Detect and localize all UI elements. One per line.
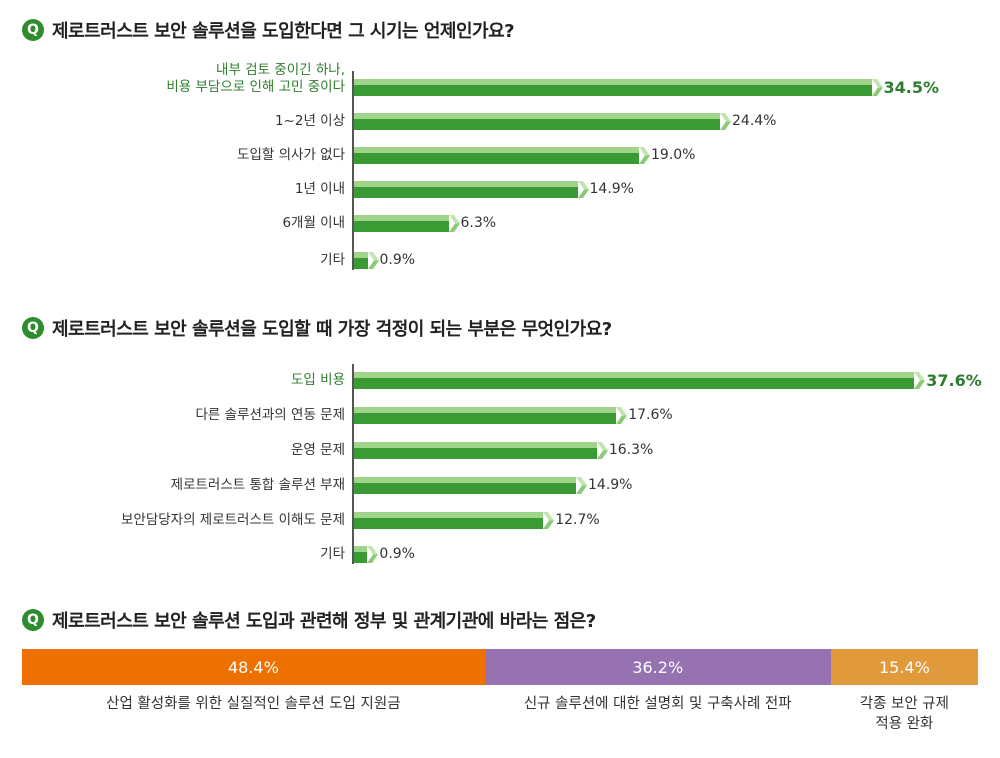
bar xyxy=(354,181,578,198)
question-title-2: Q 제로트러스트 보안 솔루션을 도입할 때 가장 걱정이 되는 부분은 무엇인… xyxy=(22,314,612,342)
category-label: 도입 비용 xyxy=(291,372,345,388)
bar-cap xyxy=(871,79,883,96)
stacked-segment-label: 각종 보안 규제 적용 완화 xyxy=(859,696,949,732)
bar-value-label: 0.9% xyxy=(379,546,415,562)
question-text: 제로트러스트 보안 솔루션을 도입한다면 그 시기는 언제인가요? xyxy=(52,21,515,42)
chart-axis-line xyxy=(352,71,354,270)
category-label: 도입할 의사가 없다 xyxy=(237,147,345,163)
category-label: 다른 솔루션과의 연동 문제 xyxy=(195,407,346,423)
question-badge-icon: Q xyxy=(22,317,44,339)
bar-value-label: 0.9% xyxy=(379,252,416,268)
category-label: 제로트러스트 통합 솔루션 부재 xyxy=(170,477,345,493)
category-label: 1년 이내 xyxy=(294,181,345,197)
category-label: 1~2년 이상 xyxy=(274,113,345,129)
bar-cap xyxy=(576,477,587,494)
bar-value-label: 19.0% xyxy=(651,147,696,163)
bar xyxy=(354,512,544,529)
bar-value-label: 16.3% xyxy=(608,442,654,458)
category-label: 6개월 이내 xyxy=(282,215,345,231)
bar-value-label: 14.9% xyxy=(588,477,633,493)
stacked-segment-label: 신규 솔루션에 대한 설명회 및 구축사례 전파 xyxy=(523,696,792,712)
bar xyxy=(354,215,449,232)
question-title-1: Q 제로트러스트 보안 솔루션을 도입한다면 그 시기는 언제인가요? xyxy=(22,16,515,44)
bar-cap xyxy=(367,252,379,269)
stacked-segment: 48.4% xyxy=(22,649,485,685)
category-label: 기타 xyxy=(320,546,345,562)
bar-cap xyxy=(577,181,589,198)
bar xyxy=(354,372,915,389)
bar-value-label: 17.6% xyxy=(628,407,673,423)
bar-value-label: 14.9% xyxy=(589,181,634,197)
bar xyxy=(354,113,720,130)
stacked-segment: 15.4% xyxy=(830,649,978,685)
request-stacked-bar: 48.4% 36.2% 15.4% xyxy=(22,649,978,685)
bar xyxy=(354,477,576,494)
question-badge-icon: Q xyxy=(22,609,44,631)
bar-cap xyxy=(448,215,460,232)
bar-cap xyxy=(639,147,650,164)
bar-value-label: 24.4% xyxy=(732,113,777,129)
question-title-3: Q 제로트러스트 보안 솔루션 도입과 관련해 정부 및 관계기관에 바라는 점… xyxy=(22,606,596,634)
bar-cap xyxy=(367,546,379,563)
category-label: 보안담당자의 제로트러스트 이해도 문제 xyxy=(120,512,345,528)
stacked-segment: 36.2% xyxy=(484,649,831,685)
question-badge-icon: Q xyxy=(22,19,44,41)
bar xyxy=(354,147,639,164)
bar xyxy=(354,79,872,96)
category-label: 내부 검토 중이긴 하나, 비용 부담으로 인해 고민 중이다 xyxy=(166,62,345,95)
category-label: 기타 xyxy=(320,252,345,268)
bar xyxy=(354,407,617,424)
bar-value-label: 12.7% xyxy=(555,512,600,528)
stacked-segment-label: 산업 활성화를 위한 실질적인 솔루션 도입 지원금 xyxy=(106,696,401,712)
bar-value-label: 37.6% xyxy=(926,371,982,390)
bar xyxy=(354,252,368,269)
bar xyxy=(354,546,368,563)
question-text: 제로트러스트 보안 솔루션 도입과 관련해 정부 및 관계기관에 바라는 점은? xyxy=(52,611,596,632)
bar-cap xyxy=(543,512,555,529)
bar-cap xyxy=(596,442,608,459)
bar-cap xyxy=(616,407,628,424)
bar-value-label: 34.5% xyxy=(883,78,940,97)
bar-cap xyxy=(720,113,731,130)
bar-value-label: 6.3% xyxy=(460,215,497,231)
bar xyxy=(354,442,597,459)
category-label: 운영 문제 xyxy=(291,442,345,458)
chart-axis-line xyxy=(352,364,354,564)
question-text: 제로트러스트 보안 솔루션을 도입할 때 가장 걱정이 되는 부분은 무엇인가요… xyxy=(52,319,612,340)
bar-cap xyxy=(914,372,926,389)
